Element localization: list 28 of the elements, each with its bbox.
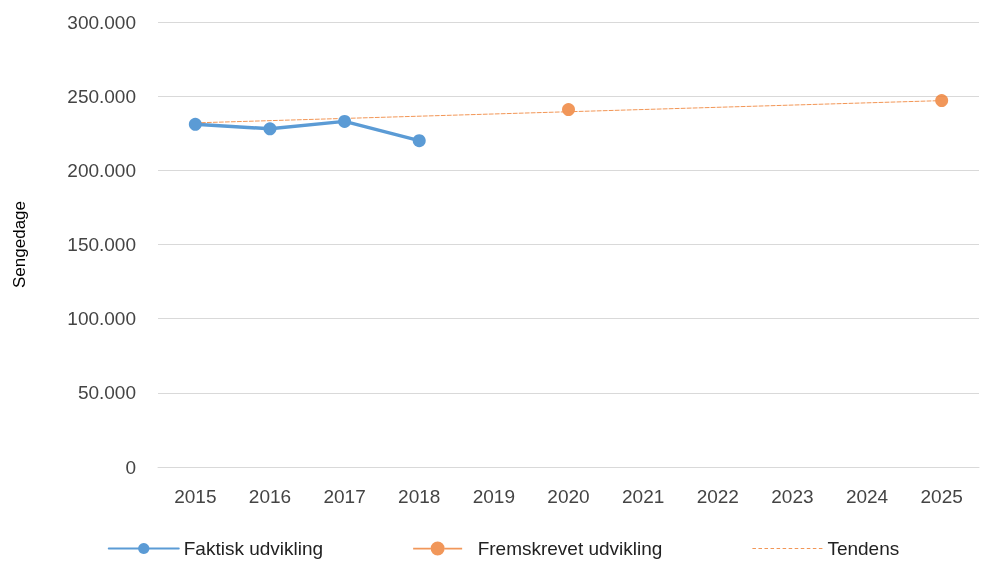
point — [263, 122, 277, 136]
x-tick-label: 2023 — [771, 486, 814, 507]
x-tick-label: 2025 — [920, 486, 963, 507]
x-tick-label: 2017 — [323, 486, 366, 507]
y-tick-label: 0 — [125, 456, 136, 478]
x-tick-label: 2021 — [622, 486, 665, 507]
point — [188, 117, 202, 131]
x-tick-label: 2018 — [398, 486, 441, 507]
x-tick-label: 2020 — [547, 486, 590, 507]
point — [338, 114, 352, 128]
point — [562, 103, 575, 117]
y-tick-label: 300.000 — [67, 11, 136, 33]
x-tick-label: 2016 — [248, 486, 292, 507]
legend-label: Faktisk udvikling — [183, 538, 324, 559]
point — [412, 134, 426, 148]
legend-label: Tendens — [827, 538, 900, 559]
x-tick-label: 2022 — [696, 486, 739, 507]
y-axis-title: Sengedage — [10, 201, 29, 288]
y-tick-label: 100.000 — [67, 308, 136, 330]
x-tick-label: 2015 — [174, 486, 217, 507]
y-tick-label: 150.000 — [67, 234, 136, 255]
y-tick-label: 50.000 — [77, 382, 136, 404]
x-tick-label: 2019 — [472, 486, 515, 507]
y-tick-label: 200.000 — [67, 159, 136, 181]
x-tick-label: 2024 — [845, 486, 889, 507]
legend-label: Fremskrevet udvikling — [477, 538, 663, 559]
point — [935, 94, 949, 108]
y-tick-label: 250.000 — [67, 85, 136, 107]
